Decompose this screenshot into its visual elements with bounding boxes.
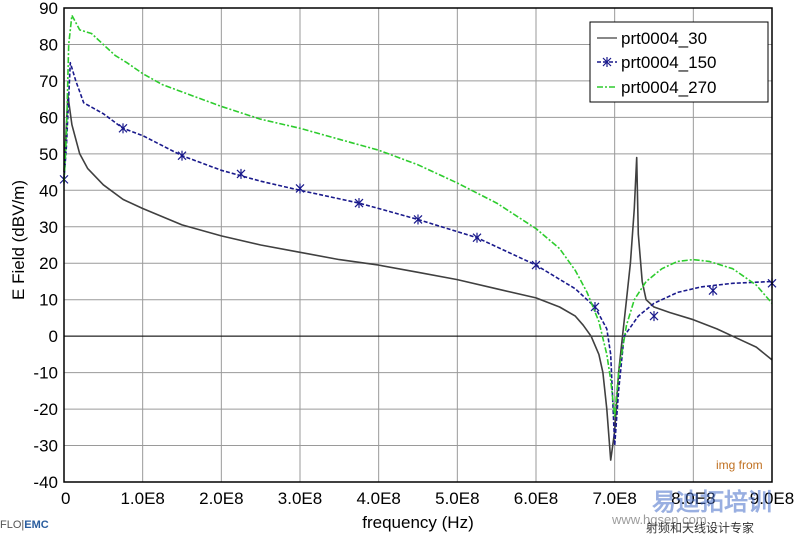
- y-tick-label-6: 20: [39, 254, 58, 273]
- series-marker-prt0004_150-2: [177, 150, 187, 161]
- y-tick-label-9: 50: [39, 145, 58, 164]
- x-tick-label-0: 0: [61, 489, 70, 508]
- logo-flo: FLO: [0, 519, 22, 531]
- watermark-site: www.hgsen.com: [612, 512, 707, 527]
- series-marker-prt0004_150-6: [413, 214, 423, 225]
- watermark-img-from: img from: [716, 458, 763, 472]
- legend-label-prt0004-270: prt0004_270: [621, 78, 716, 97]
- y-tick-label-13: 90: [39, 0, 58, 18]
- series-line-prt0004_30: [63, 94, 773, 461]
- series-line-prt0004_150: [63, 61, 773, 447]
- series-marker-prt0004_150-5: [354, 198, 364, 209]
- x-tick-label-7: 7.0E8: [592, 489, 636, 508]
- x-tick-labels: 0 1.0E8 2.0E8 3.0E8 4.0E8 5.0E8 6.0E8 7.0E8 8.0E…: [61, 489, 794, 508]
- series-marker-prt0004_150-7: [472, 232, 482, 243]
- series-marker-prt0004_150-4: [295, 183, 305, 194]
- watermark-cn-big: 易迪拓培训: [652, 489, 772, 516]
- x-tick-label-8: 8.0E8: [671, 489, 715, 508]
- x-tick-label-9: 9.0E8: [750, 489, 794, 508]
- y-tick-label-2: -20: [33, 400, 58, 419]
- logo-separator: |: [21, 519, 25, 531]
- y-tick-label-4: 0: [49, 327, 58, 346]
- series-marker-prt0004_150-10: [649, 311, 659, 322]
- y-tick-label-10: 60: [39, 108, 58, 127]
- y-tick-label-8: 40: [39, 181, 58, 200]
- x-tick-label-6: 6.0E8: [514, 489, 558, 508]
- y-tick-labels: -40 -30 -20 -10 0 10 20 30 40 50 60 70 80 90: [33, 0, 58, 492]
- y-tick-label-5: 10: [39, 291, 58, 310]
- flo-emc-logo: FLO|EMC: [0, 519, 49, 531]
- series-layer: [59, 14, 777, 461]
- y-tick-label-1: -30: [33, 437, 58, 456]
- y-tick-label-12: 80: [39, 35, 58, 54]
- series-marker-prt0004_150-3: [236, 168, 246, 179]
- x-tick-label-5: 5.0E8: [435, 489, 479, 508]
- legend: prt0004_30 prt0004_150 prt0004_270: [589, 21, 769, 103]
- watermark-cn-small: 射频和天线设计专家: [646, 521, 755, 535]
- legend-label-prt0004-30: prt0004_30: [621, 29, 707, 48]
- series-marker-prt0004_150-8: [531, 260, 541, 271]
- legend-box: [589, 21, 769, 103]
- logo-emc: EMC: [24, 519, 49, 531]
- x-axis-title: frequency (Hz): [362, 513, 473, 532]
- y-tick-label-7: 30: [39, 218, 58, 237]
- series-line-prt0004_270: [63, 14, 773, 418]
- plot-frame: [63, 7, 773, 483]
- y-tick-label-0: -40: [33, 473, 58, 492]
- x-tick-label-3: 3.0E8: [278, 489, 322, 508]
- y-axis-title: E Field (dBV/m): [9, 180, 28, 300]
- legend-label-prt0004-150: prt0004_150: [621, 53, 716, 72]
- x-tick-label-2: 2.0E8: [199, 489, 243, 508]
- x-tick-label-4: 4.0E8: [356, 489, 400, 508]
- y-tick-label-3: -10: [33, 364, 58, 383]
- legend-marker-prt0004-150: [602, 57, 612, 67]
- series-marker-prt0004_150-1: [118, 123, 128, 134]
- x-tick-label-1: 1.0E8: [120, 489, 164, 508]
- series-marker-prt0004_150-11: [708, 285, 718, 296]
- y-tick-label-11: 70: [39, 72, 58, 91]
